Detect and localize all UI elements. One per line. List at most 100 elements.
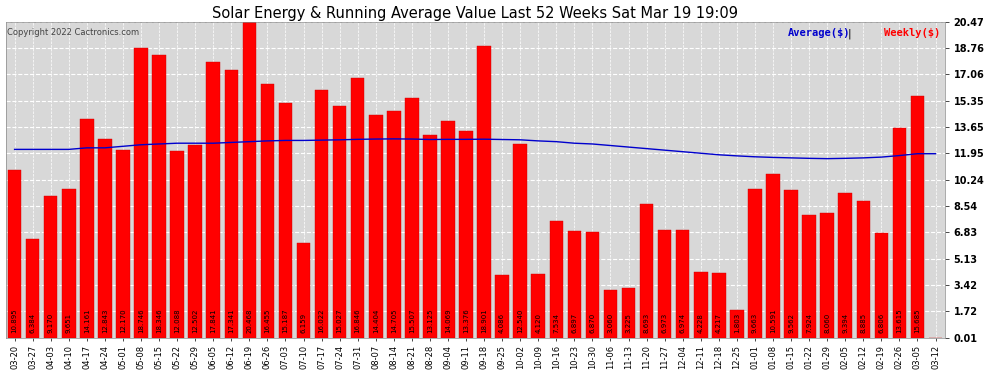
Text: 14.705: 14.705: [391, 309, 397, 333]
Text: Weekly($): Weekly($): [884, 28, 940, 38]
Text: 14.404: 14.404: [372, 309, 379, 333]
Bar: [459, 131, 473, 338]
Text: 4.217: 4.217: [716, 313, 722, 333]
Text: 12.843: 12.843: [102, 309, 108, 333]
Text: 15.685: 15.685: [915, 309, 921, 333]
Bar: [477, 46, 491, 338]
Text: 17.341: 17.341: [229, 309, 235, 333]
Bar: [748, 189, 761, 338]
Text: 9.651: 9.651: [65, 313, 71, 333]
Bar: [243, 22, 256, 338]
Text: 3.225: 3.225: [626, 313, 632, 333]
Bar: [170, 151, 184, 338]
Text: 8.693: 8.693: [644, 313, 649, 333]
Bar: [152, 54, 165, 338]
Text: 6.384: 6.384: [30, 313, 36, 333]
Bar: [80, 119, 94, 338]
Text: 6.897: 6.897: [571, 313, 577, 333]
Text: 3.060: 3.060: [608, 313, 614, 333]
Bar: [893, 128, 906, 338]
Text: 6.159: 6.159: [301, 313, 307, 333]
Bar: [676, 230, 689, 338]
Text: 13.125: 13.125: [427, 309, 433, 333]
Bar: [333, 106, 346, 338]
Bar: [495, 274, 509, 338]
Text: 20.468: 20.468: [247, 309, 252, 333]
Title: Solar Energy & Running Average Value Last 52 Weeks Sat Mar 19 19:09: Solar Energy & Running Average Value Las…: [212, 6, 739, 21]
Bar: [387, 111, 401, 338]
Bar: [802, 215, 816, 338]
Bar: [260, 84, 274, 338]
Bar: [549, 221, 563, 338]
Text: 13.615: 13.615: [896, 309, 903, 333]
Text: Average($): Average($): [788, 28, 850, 38]
Text: 15.507: 15.507: [409, 309, 415, 333]
Text: 4.228: 4.228: [698, 313, 704, 333]
Text: 9.562: 9.562: [788, 313, 794, 333]
Bar: [315, 90, 329, 338]
Bar: [278, 103, 292, 338]
Bar: [44, 196, 57, 338]
Text: 9.170: 9.170: [48, 313, 53, 333]
Bar: [911, 96, 925, 338]
Text: 10.591: 10.591: [770, 309, 776, 333]
Text: 9.663: 9.663: [752, 313, 758, 333]
Text: 12.502: 12.502: [192, 309, 198, 333]
Text: 6.870: 6.870: [589, 313, 595, 333]
Bar: [297, 243, 310, 338]
Bar: [225, 70, 238, 338]
Bar: [62, 189, 75, 338]
Bar: [766, 174, 780, 338]
Bar: [784, 190, 798, 338]
Bar: [405, 98, 419, 338]
Text: 6.974: 6.974: [680, 313, 686, 333]
Text: 7.534: 7.534: [553, 313, 559, 333]
Text: 12.540: 12.540: [517, 309, 523, 333]
Text: 10.895: 10.895: [12, 309, 18, 333]
Text: 4.120: 4.120: [536, 313, 542, 333]
Bar: [188, 145, 202, 338]
Bar: [694, 273, 708, 338]
Bar: [514, 144, 527, 338]
Text: 6.973: 6.973: [661, 313, 667, 333]
Bar: [26, 239, 40, 338]
Bar: [658, 230, 671, 338]
Bar: [207, 62, 220, 338]
Text: 12.088: 12.088: [174, 309, 180, 333]
Bar: [640, 204, 653, 338]
Text: 1.803: 1.803: [734, 313, 740, 333]
Bar: [532, 274, 545, 338]
Text: 8.885: 8.885: [860, 313, 866, 333]
Text: 8.060: 8.060: [824, 313, 831, 333]
Text: 15.027: 15.027: [337, 309, 343, 333]
Text: |: |: [848, 28, 851, 39]
Bar: [135, 48, 148, 338]
Bar: [730, 310, 743, 338]
Text: 14.069: 14.069: [445, 309, 451, 333]
Text: 15.187: 15.187: [282, 309, 288, 333]
Text: 12.170: 12.170: [120, 309, 126, 333]
Bar: [423, 135, 437, 338]
Bar: [586, 232, 599, 338]
Bar: [442, 120, 454, 338]
Bar: [369, 116, 382, 338]
Bar: [874, 232, 888, 338]
Text: 6.806: 6.806: [878, 313, 884, 333]
Text: 16.846: 16.846: [354, 309, 360, 333]
Text: 4.086: 4.086: [499, 313, 505, 333]
Text: 18.346: 18.346: [156, 309, 162, 333]
Bar: [116, 150, 130, 338]
Text: 13.376: 13.376: [463, 308, 469, 333]
Bar: [821, 213, 834, 338]
Bar: [8, 170, 22, 338]
Bar: [350, 78, 364, 338]
Text: 16.455: 16.455: [264, 309, 270, 333]
Text: 9.394: 9.394: [842, 313, 848, 333]
Text: 18.746: 18.746: [138, 309, 144, 333]
Bar: [712, 273, 726, 338]
Text: 17.841: 17.841: [210, 309, 216, 333]
Text: 16.022: 16.022: [319, 309, 325, 333]
Text: 14.161: 14.161: [84, 309, 90, 333]
Bar: [604, 291, 617, 338]
Bar: [98, 140, 112, 338]
